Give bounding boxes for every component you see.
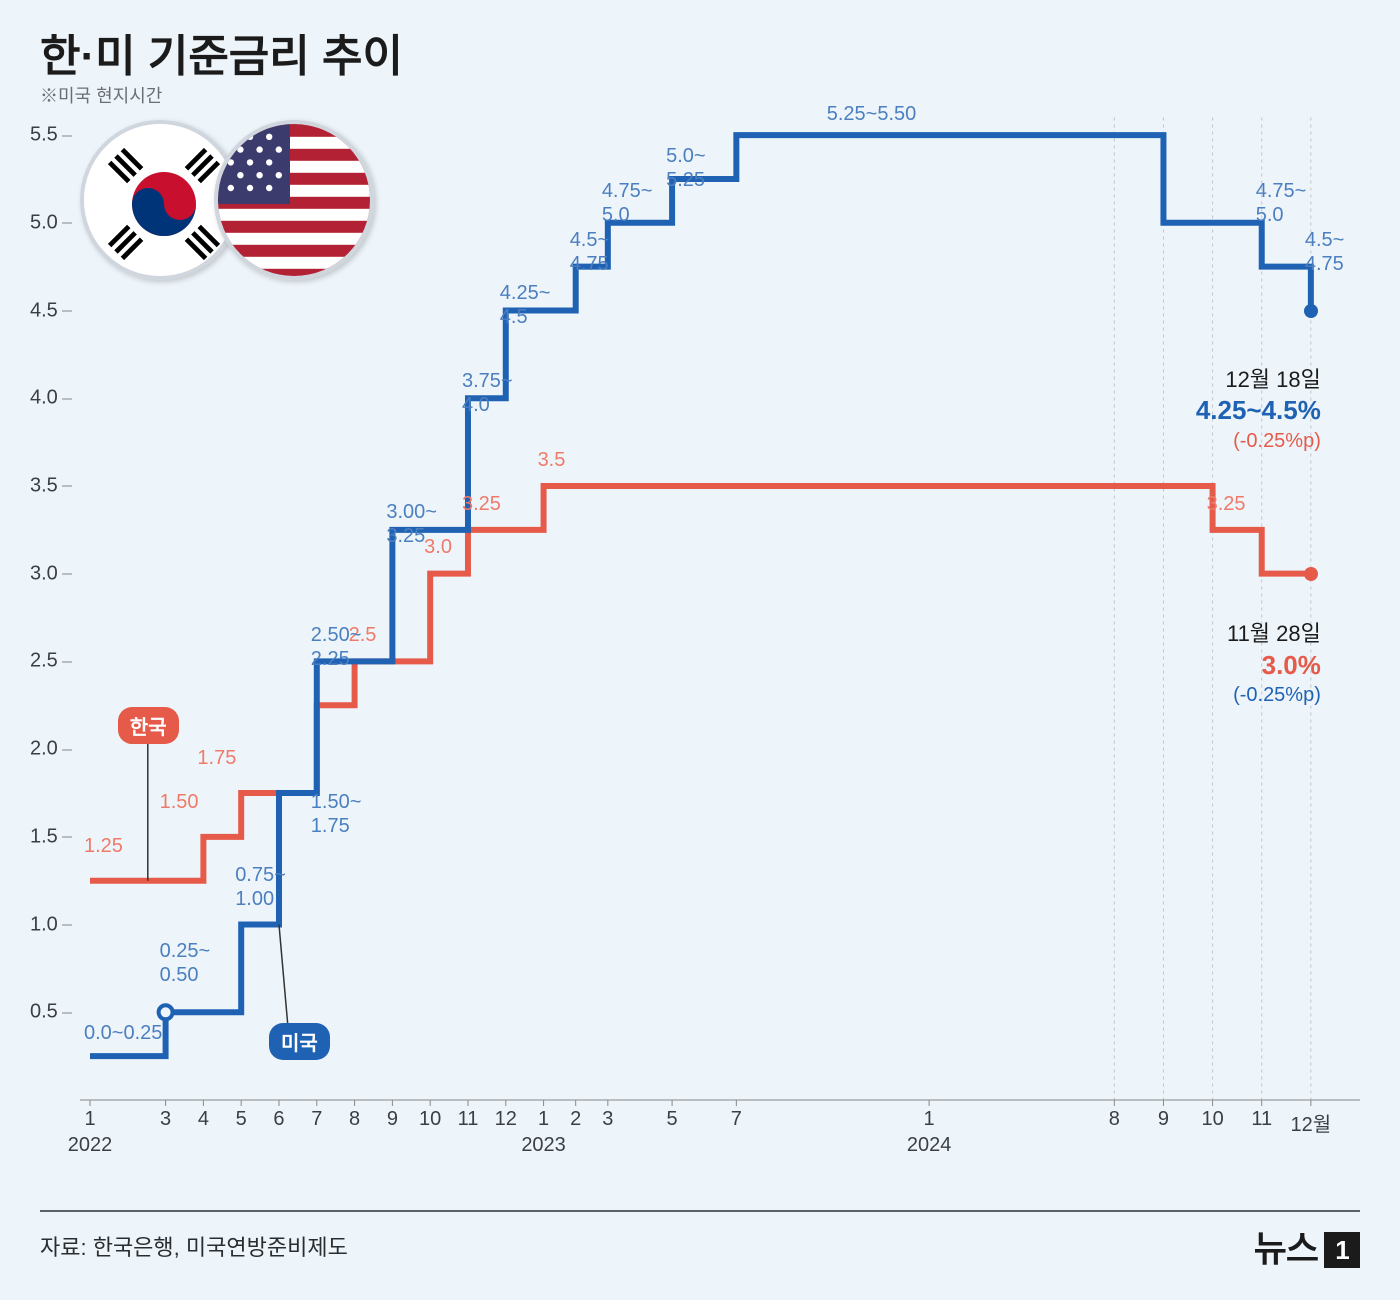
footer-rule: [40, 1210, 1360, 1212]
usa-label: 4.5~ 4.75: [1305, 228, 1344, 276]
brand-text: 뉴스: [1254, 1228, 1318, 1269]
x-tick: 6: [273, 1108, 284, 1172]
usa-label: 5.25~5.50: [827, 102, 917, 126]
usa-label: 0.25~ 0.50: [160, 939, 211, 987]
y-tick: 0.5: [30, 1001, 58, 1024]
x-year: 2023: [521, 1134, 566, 1198]
x-tick: 9: [387, 1108, 398, 1172]
usa-label: 0.75~ 1.00: [235, 863, 286, 911]
rate-chart: 0.51.01.52.02.53.03.54.04.55.05.51345678…: [40, 100, 1360, 1140]
usa-label: 5.0~ 5.25: [666, 144, 705, 192]
x-tick: 2: [570, 1108, 581, 1172]
y-tick: 2.0: [30, 738, 58, 761]
korea-label: 3.25: [462, 492, 501, 516]
x-tick: 10: [419, 1108, 441, 1172]
korea-end-dot: [1304, 567, 1318, 581]
usa-badge: 미국: [269, 1023, 330, 1060]
usa-label: 3.75~ 4.0: [462, 369, 513, 417]
usa-label: 2.50~ 2.25: [311, 623, 362, 671]
source-text: 자료: 한국은행, 미국연방준비제도: [40, 1230, 348, 1262]
y-tick: 2.5: [30, 650, 58, 673]
usa-end-dot: [1304, 304, 1318, 318]
page-title: 한·미 기준금리 추이: [40, 20, 403, 84]
x-tick: 3: [160, 1108, 171, 1172]
korea-line: [90, 486, 1311, 881]
x-tick: 11: [1251, 1108, 1272, 1172]
x-tick: 5: [667, 1108, 678, 1172]
usa-callout: 12월 18일4.25~4.5%(-0.25%p): [1196, 366, 1321, 454]
usa-label: 1.50~ 1.75: [311, 790, 362, 838]
x-year: 2024: [907, 1134, 952, 1198]
y-tick: 3.0: [30, 562, 58, 585]
x-tick: 8: [349, 1108, 360, 1172]
usa-label: 4.75~ 5.0: [1256, 179, 1307, 227]
brand-one-icon: 1: [1324, 1232, 1360, 1268]
x-tick: 4: [198, 1108, 209, 1172]
x-tick: 8: [1109, 1108, 1120, 1172]
usa-label: 4.5~ 4.75: [570, 228, 609, 276]
usa-label: 3.00~ 3.25: [386, 500, 437, 548]
y-tick: 4.0: [30, 387, 58, 410]
y-tick: 1.5: [30, 825, 58, 848]
korea-callout: 11월 28일3.0%(-0.25%p): [1227, 620, 1321, 708]
x-tick: 7: [311, 1108, 322, 1172]
x-tick: 9: [1158, 1108, 1169, 1172]
x-year: 2022: [68, 1134, 113, 1198]
korea-label: 1.50: [160, 790, 199, 814]
brand-logo: 뉴스1: [1254, 1220, 1360, 1272]
korea-label: 3.25: [1207, 492, 1246, 516]
y-tick: 1.0: [30, 913, 58, 936]
x-tick: 11: [458, 1108, 479, 1172]
x-tick: 5: [236, 1108, 247, 1172]
y-tick: 3.5: [30, 474, 58, 497]
plot-svg: [40, 100, 1360, 1140]
usa-line: [90, 135, 1311, 1056]
usa-label: 4.75~ 5.0: [602, 179, 653, 227]
y-tick: 5.0: [30, 211, 58, 234]
x-tick: 3: [602, 1108, 613, 1172]
x-tick: 12: [495, 1108, 517, 1172]
y-tick: 5.5: [30, 124, 58, 147]
usa-label: 0.0~0.25: [84, 1021, 162, 1045]
x-tick: 7: [731, 1108, 742, 1172]
x-tick: 10: [1201, 1108, 1223, 1172]
korea-label: 1.25: [84, 834, 123, 858]
x-tick: 12월: [1291, 1108, 1332, 1172]
korea-label: 3.5: [538, 448, 566, 472]
korea-label: 1.75: [197, 746, 236, 770]
usa-label: 4.25~ 4.5: [500, 281, 551, 329]
y-tick: 4.5: [30, 299, 58, 322]
korea-badge: 한국: [118, 707, 179, 744]
